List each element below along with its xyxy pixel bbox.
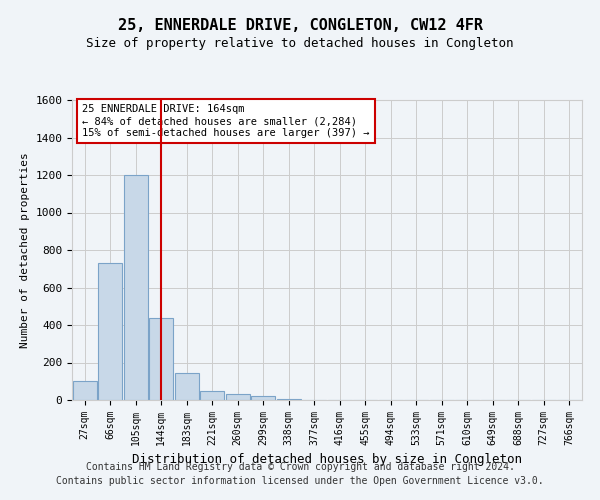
X-axis label: Distribution of detached houses by size in Congleton: Distribution of detached houses by size … (132, 454, 522, 466)
Bar (175, 373, 199, 400)
Text: 25 ENNERDALE DRIVE: 164sqm
← 84% of detached houses are smaller (2,284)
15% of s: 25 ENNERDALE DRIVE: 164sqm ← 84% of deta… (82, 104, 370, 138)
Bar (200, 390, 224, 400)
Y-axis label: Number of detached properties: Number of detached properties (20, 152, 30, 348)
Bar (226, 394, 250, 400)
Bar (251, 396, 275, 400)
Bar (98, 263, 122, 400)
Text: Size of property relative to detached houses in Congleton: Size of property relative to detached ho… (86, 38, 514, 51)
Text: Contains public sector information licensed under the Open Government Licence v3: Contains public sector information licen… (56, 476, 544, 486)
Text: 25, ENNERDALE DRIVE, CONGLETON, CW12 4FR: 25, ENNERDALE DRIVE, CONGLETON, CW12 4FR (118, 18, 482, 32)
Text: Contains HM Land Registry data © Crown copyright and database right 2024.: Contains HM Land Registry data © Crown c… (86, 462, 514, 472)
Bar (149, 318, 173, 400)
Bar (124, 175, 148, 400)
Bar (73, 381, 97, 400)
Bar (277, 399, 301, 400)
